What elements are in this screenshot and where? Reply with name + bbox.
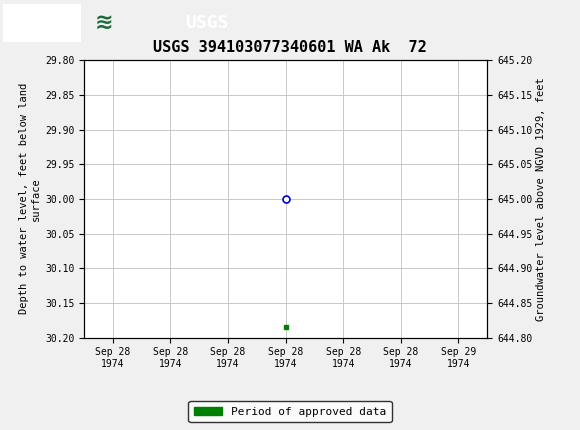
Legend: Period of approved data: Period of approved data bbox=[188, 401, 392, 422]
Text: USGS: USGS bbox=[186, 14, 229, 31]
Bar bbox=[3, 3, 81, 42]
Y-axis label: Groundwater level above NGVD 1929, feet: Groundwater level above NGVD 1929, feet bbox=[536, 77, 546, 321]
Text: ≋: ≋ bbox=[95, 12, 114, 33]
Text: USGS 394103077340601 WA Ak  72: USGS 394103077340601 WA Ak 72 bbox=[153, 40, 427, 55]
Y-axis label: Depth to water level, feet below land
surface: Depth to water level, feet below land su… bbox=[19, 83, 41, 314]
